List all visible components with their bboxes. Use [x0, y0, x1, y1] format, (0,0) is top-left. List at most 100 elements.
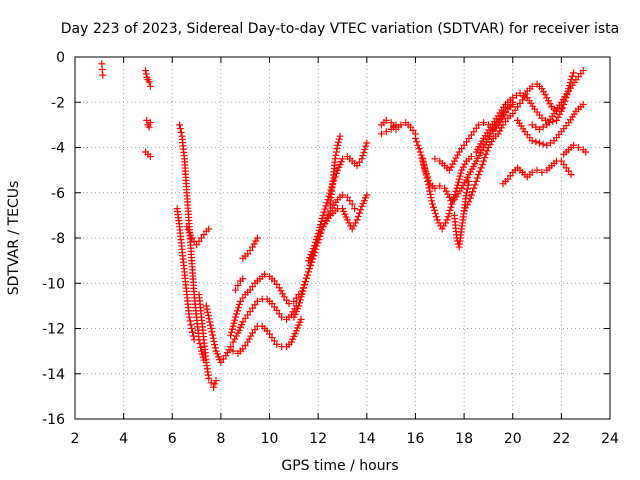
y-tick-label: -6: [51, 186, 65, 202]
data-point: [553, 116, 560, 124]
data-point: [253, 297, 261, 305]
data-point: [435, 219, 443, 227]
data-point: [142, 70, 150, 78]
data-point: [448, 200, 456, 208]
data-point: [431, 210, 439, 218]
data-point: [544, 97, 552, 105]
data-point: [335, 135, 343, 143]
data-point: [245, 335, 253, 343]
data-point: [441, 219, 449, 227]
y-tick-label: -16: [42, 412, 65, 428]
data-point: [210, 383, 218, 391]
data-point: [429, 203, 437, 211]
data-point: [333, 145, 341, 153]
data-point: [332, 148, 340, 156]
data-point: [297, 291, 305, 299]
data-point: [424, 177, 432, 185]
data-point: [539, 123, 547, 131]
data-point: [494, 130, 502, 138]
y-axis-label: SDTVAR / TECUs: [6, 181, 22, 296]
data-point: [202, 302, 210, 310]
data-point: [446, 166, 453, 174]
data-point: [447, 163, 455, 171]
data-point: [582, 148, 590, 156]
data-point: [356, 209, 364, 217]
data-point: [377, 130, 385, 138]
data-point: [483, 147, 491, 155]
data-point: [471, 181, 479, 189]
data-marks: [98, 60, 590, 391]
data-point: [176, 125, 184, 133]
data-point: [308, 258, 316, 266]
data-point: [205, 225, 213, 233]
data-point: [207, 325, 215, 332]
data-point: [176, 121, 184, 129]
data-point: [319, 211, 327, 219]
data-point: [363, 191, 371, 199]
data-point: [204, 308, 212, 316]
data-point: [189, 328, 197, 336]
data-point: [520, 91, 528, 99]
data-point: [463, 185, 471, 193]
data-point: [416, 148, 424, 156]
data-point: [261, 270, 269, 278]
data-point: [528, 168, 536, 176]
data-point: [211, 380, 219, 388]
data-point: [209, 331, 217, 339]
data-point: [208, 328, 216, 336]
data-point: [422, 168, 430, 176]
data-point: [361, 145, 369, 153]
data-point: [541, 91, 549, 99]
data-point: [235, 301, 243, 309]
data-point: [532, 123, 540, 131]
data-point: [518, 96, 526, 104]
data-point: [414, 141, 422, 149]
data-point: [424, 181, 432, 189]
chart-title: Day 223 of 2023, Sidereal Day-to-day VTE…: [61, 21, 619, 37]
data-point: [210, 337, 218, 345]
data-point: [431, 155, 439, 163]
data-point: [185, 313, 193, 321]
data-point: [307, 251, 315, 259]
data-point: [477, 164, 485, 172]
data-point: [441, 184, 449, 192]
data-point: [450, 157, 458, 165]
data-point: [227, 343, 235, 351]
data-point: [488, 137, 496, 145]
data-point: [204, 312, 212, 320]
data-point: [445, 210, 453, 218]
data-point: [211, 344, 219, 352]
data-point: [232, 286, 239, 294]
data-point: [239, 275, 247, 283]
data-point: [357, 206, 365, 214]
data-point: [322, 202, 330, 210]
data-point: [570, 69, 578, 77]
data-point: [320, 208, 328, 216]
data-point: [232, 313, 239, 321]
data-point: [482, 150, 490, 158]
data-point: [475, 121, 483, 129]
data-point: [568, 72, 576, 80]
data-point: [230, 319, 238, 327]
data-point: [528, 121, 536, 129]
data-point: [228, 325, 236, 333]
data-point: [331, 155, 339, 163]
data-point: [223, 349, 231, 357]
data-point: [574, 144, 582, 151]
data-point: [428, 200, 436, 208]
data-point: [285, 300, 293, 308]
data-point: [449, 197, 457, 205]
x-tick-label: 2: [71, 431, 80, 447]
data-point: [313, 235, 321, 243]
y-tick-label: -12: [42, 322, 65, 338]
data-point: [350, 222, 358, 230]
data-point: [145, 78, 153, 86]
data-point: [298, 287, 306, 295]
data-point: [426, 190, 434, 198]
data-point: [209, 334, 217, 342]
data-point: [359, 152, 367, 160]
data-point: [423, 174, 431, 182]
data-point: [443, 216, 451, 224]
data-point: [533, 166, 541, 174]
